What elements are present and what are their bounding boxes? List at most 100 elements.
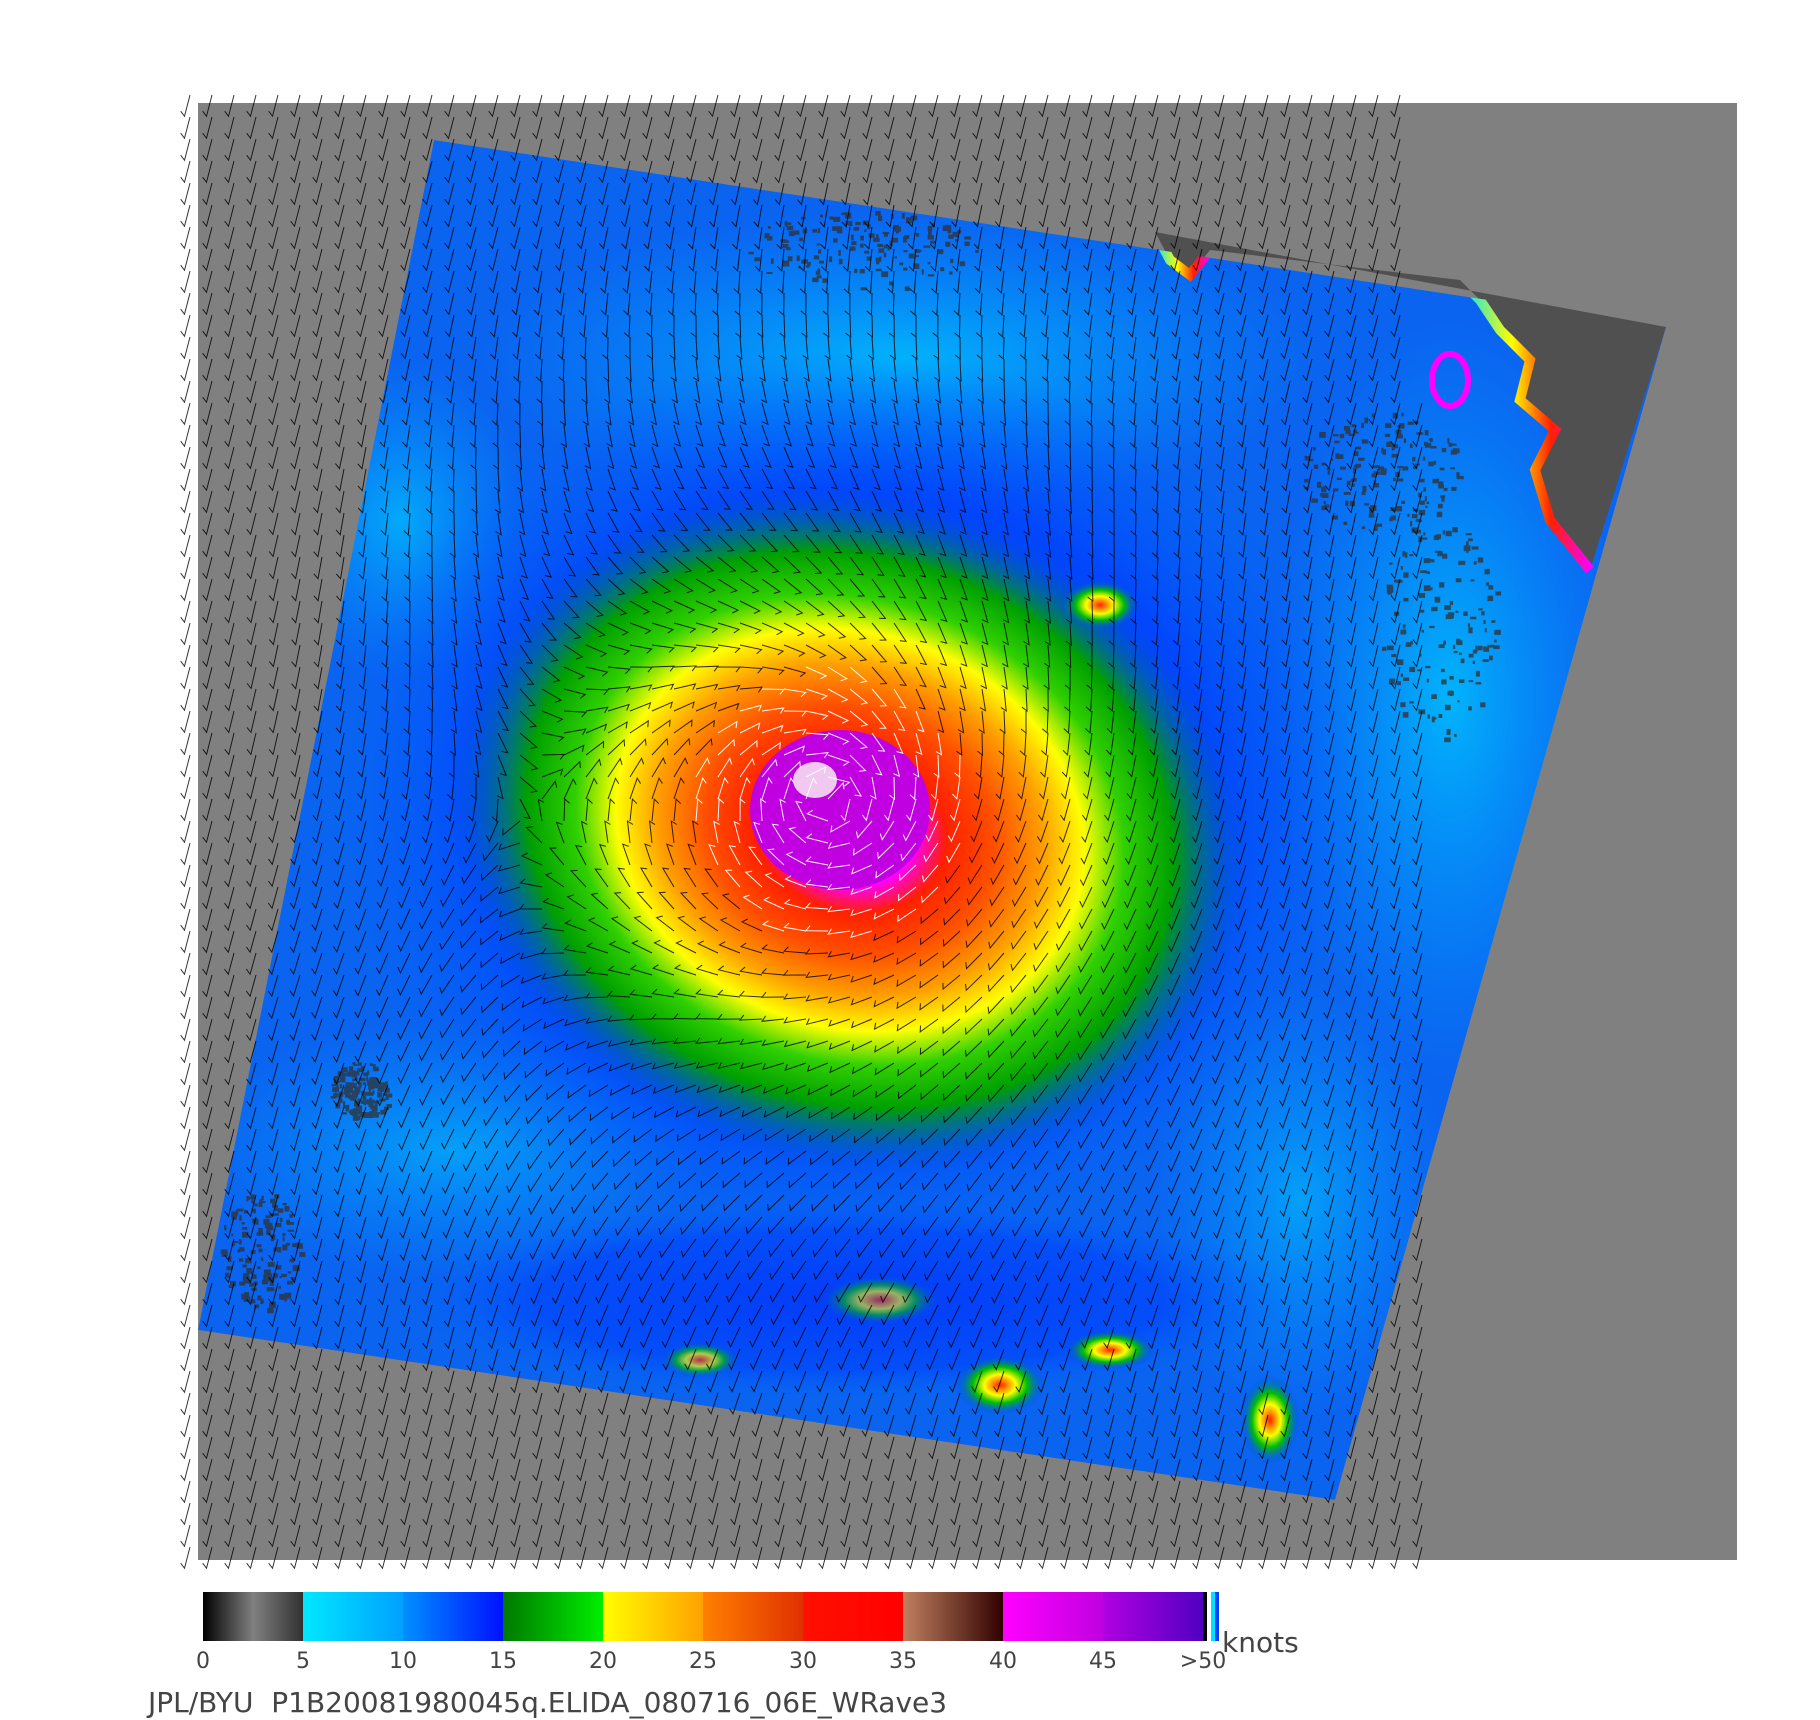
wind-barb	[245, 930, 257, 954]
wind-barb	[1258, 1370, 1269, 1394]
wind-barb	[1084, 314, 1093, 338]
wind-barb	[335, 556, 345, 580]
wind-barb	[1011, 1172, 1027, 1193]
wind-barb	[358, 710, 367, 734]
wind-barb	[944, 864, 961, 884]
wind-barb	[268, 226, 279, 250]
wind-barb	[202, 1018, 213, 1042]
wind-barb	[378, 336, 389, 360]
wind-barb	[789, 1216, 807, 1235]
wind-barb	[1129, 446, 1137, 471]
wind-barb	[701, 1194, 719, 1212]
wind-barb	[180, 864, 191, 888]
wind-barb	[730, 94, 741, 118]
wind-barb	[838, 1370, 851, 1393]
wind-barb	[655, 915, 675, 932]
wind-barb	[1280, 1458, 1291, 1482]
wind-barb	[246, 1502, 257, 1526]
wind-barb	[1130, 600, 1137, 625]
wind-barb	[1148, 1524, 1159, 1548]
wind-barb	[636, 891, 653, 910]
wind-barb	[486, 1282, 499, 1305]
wind-barb	[1390, 270, 1401, 294]
wind-barb	[1190, 886, 1203, 909]
wind-barb	[1087, 578, 1094, 603]
wind-barb	[629, 666, 654, 673]
wind-barb	[450, 710, 457, 734]
wind-barb	[1259, 666, 1269, 690]
wind-barb	[202, 1370, 213, 1394]
wind-barb	[358, 600, 367, 625]
wind-barb	[312, 1392, 323, 1416]
wind-barb	[1144, 1084, 1159, 1106]
wind-barb	[1411, 952, 1423, 976]
wind-barb	[730, 1546, 741, 1570]
wind-barb	[358, 578, 367, 602]
wind-barb	[1412, 1348, 1423, 1372]
wind-barb	[1237, 402, 1247, 426]
wind-barb	[311, 1106, 323, 1130]
wind-barb	[480, 952, 499, 969]
wind-barb	[567, 1084, 587, 1099]
wind-barb	[400, 1502, 411, 1526]
wind-barb	[1325, 644, 1335, 668]
wind-barb	[1367, 1106, 1379, 1130]
wind-barb	[400, 1436, 411, 1460]
wind-barb	[1234, 1150, 1247, 1173]
wind-barb	[884, 160, 895, 184]
wind-barb	[246, 336, 257, 360]
wind-barb	[1368, 1326, 1379, 1350]
wind-barb	[1390, 666, 1401, 690]
wind-barb	[268, 820, 279, 844]
wind-barb	[1065, 600, 1073, 624]
wind-barb	[898, 1106, 917, 1123]
wind-barb	[1062, 292, 1071, 316]
wind-barb	[356, 1392, 367, 1416]
wind-barb	[746, 1238, 763, 1258]
wind-barb	[708, 94, 719, 118]
wind-barb	[1345, 1106, 1357, 1130]
wind-barb	[607, 798, 616, 822]
wind-barb	[873, 930, 895, 942]
wind-barb	[635, 1172, 653, 1190]
wind-barb	[532, 160, 543, 184]
wind-barb	[1172, 622, 1181, 646]
wind-barb	[1368, 94, 1379, 118]
wind-barb	[466, 1502, 477, 1526]
wind-barb	[312, 138, 323, 162]
wind-barb	[358, 666, 367, 690]
wind-barb	[290, 358, 301, 382]
colorbar-segment	[303, 1592, 404, 1641]
wind-barb	[375, 1040, 389, 1063]
wind-barb	[645, 292, 653, 316]
wind-barb	[893, 534, 905, 556]
wind-barb	[1281, 666, 1291, 690]
wind-barb	[377, 864, 389, 887]
wind-barb	[1323, 952, 1335, 976]
wind-barb	[850, 996, 873, 1006]
wind-barb	[422, 1326, 433, 1350]
wind-barb	[1323, 1084, 1335, 1108]
wind-barb	[378, 160, 389, 184]
wind-barb	[355, 842, 367, 866]
wind-barb	[313, 556, 323, 580]
wind-barb	[830, 1084, 851, 1097]
wind-barb	[965, 996, 983, 1014]
wind-barb	[1389, 864, 1401, 888]
wind-barb	[717, 402, 725, 426]
wind-barb	[1010, 996, 1027, 1016]
wind-barb	[925, 820, 939, 843]
wind-barb	[356, 1546, 367, 1570]
wind-barb	[268, 1436, 279, 1460]
wind-barb	[1216, 644, 1225, 668]
wind-barb	[1324, 754, 1335, 778]
wind-barb	[290, 160, 301, 184]
wind-barb	[769, 1282, 785, 1303]
wind-barb	[1108, 644, 1115, 669]
wind-barb	[732, 248, 741, 272]
wind-barb	[805, 666, 828, 680]
colorbar-tick-label: 5	[296, 1649, 310, 1674]
wind-barb	[629, 556, 647, 574]
wind-barb	[937, 666, 947, 689]
wind-barb	[1001, 644, 1009, 668]
